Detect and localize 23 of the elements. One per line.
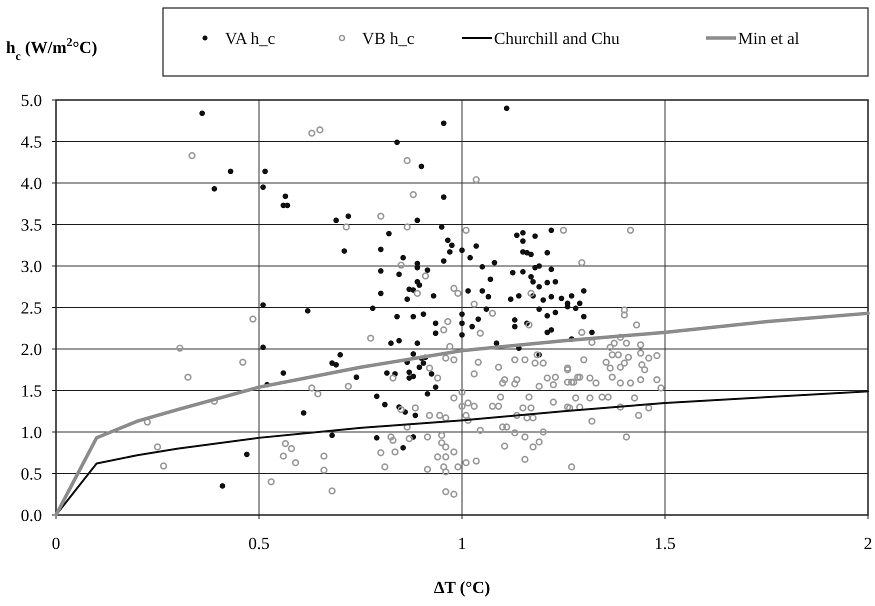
y-tick-label: 2.0: [20, 340, 42, 359]
legend-label: Churchill and Chu: [494, 29, 620, 48]
x-tick-label: 1: [458, 534, 466, 553]
legend-label: Min et al: [738, 29, 800, 48]
y-tick-label: 3.5: [20, 215, 42, 234]
x-tick-label: 0.5: [248, 534, 270, 553]
x-tick-label: 0: [52, 534, 60, 553]
y-tick-label: 0.5: [20, 464, 42, 484]
y-tick-label: 4.0: [20, 174, 42, 193]
y-tick-label: 3.0: [20, 256, 42, 276]
y-tick-label: 0.0: [20, 506, 42, 525]
x-axis-title: ΔT (°C): [434, 578, 490, 597]
line-series: [54, 312, 870, 517]
y-axis-title: h$_{c}$ (W/m$^{2}$°C): [6, 35, 98, 63]
y-tick-label: 1.0: [20, 422, 42, 442]
legend-label: VB h_c: [362, 29, 415, 48]
legend-label: VA h_c: [225, 29, 276, 48]
y-tick-label: 2.5: [20, 298, 42, 318]
x-tick-label: 1.5: [654, 534, 676, 553]
y-tick-label: 4.5: [20, 132, 42, 152]
x-tick-label: 2: [864, 534, 872, 553]
y-tick-label: 5.0: [20, 90, 42, 110]
y-tick-label: 1.5: [20, 381, 42, 400]
